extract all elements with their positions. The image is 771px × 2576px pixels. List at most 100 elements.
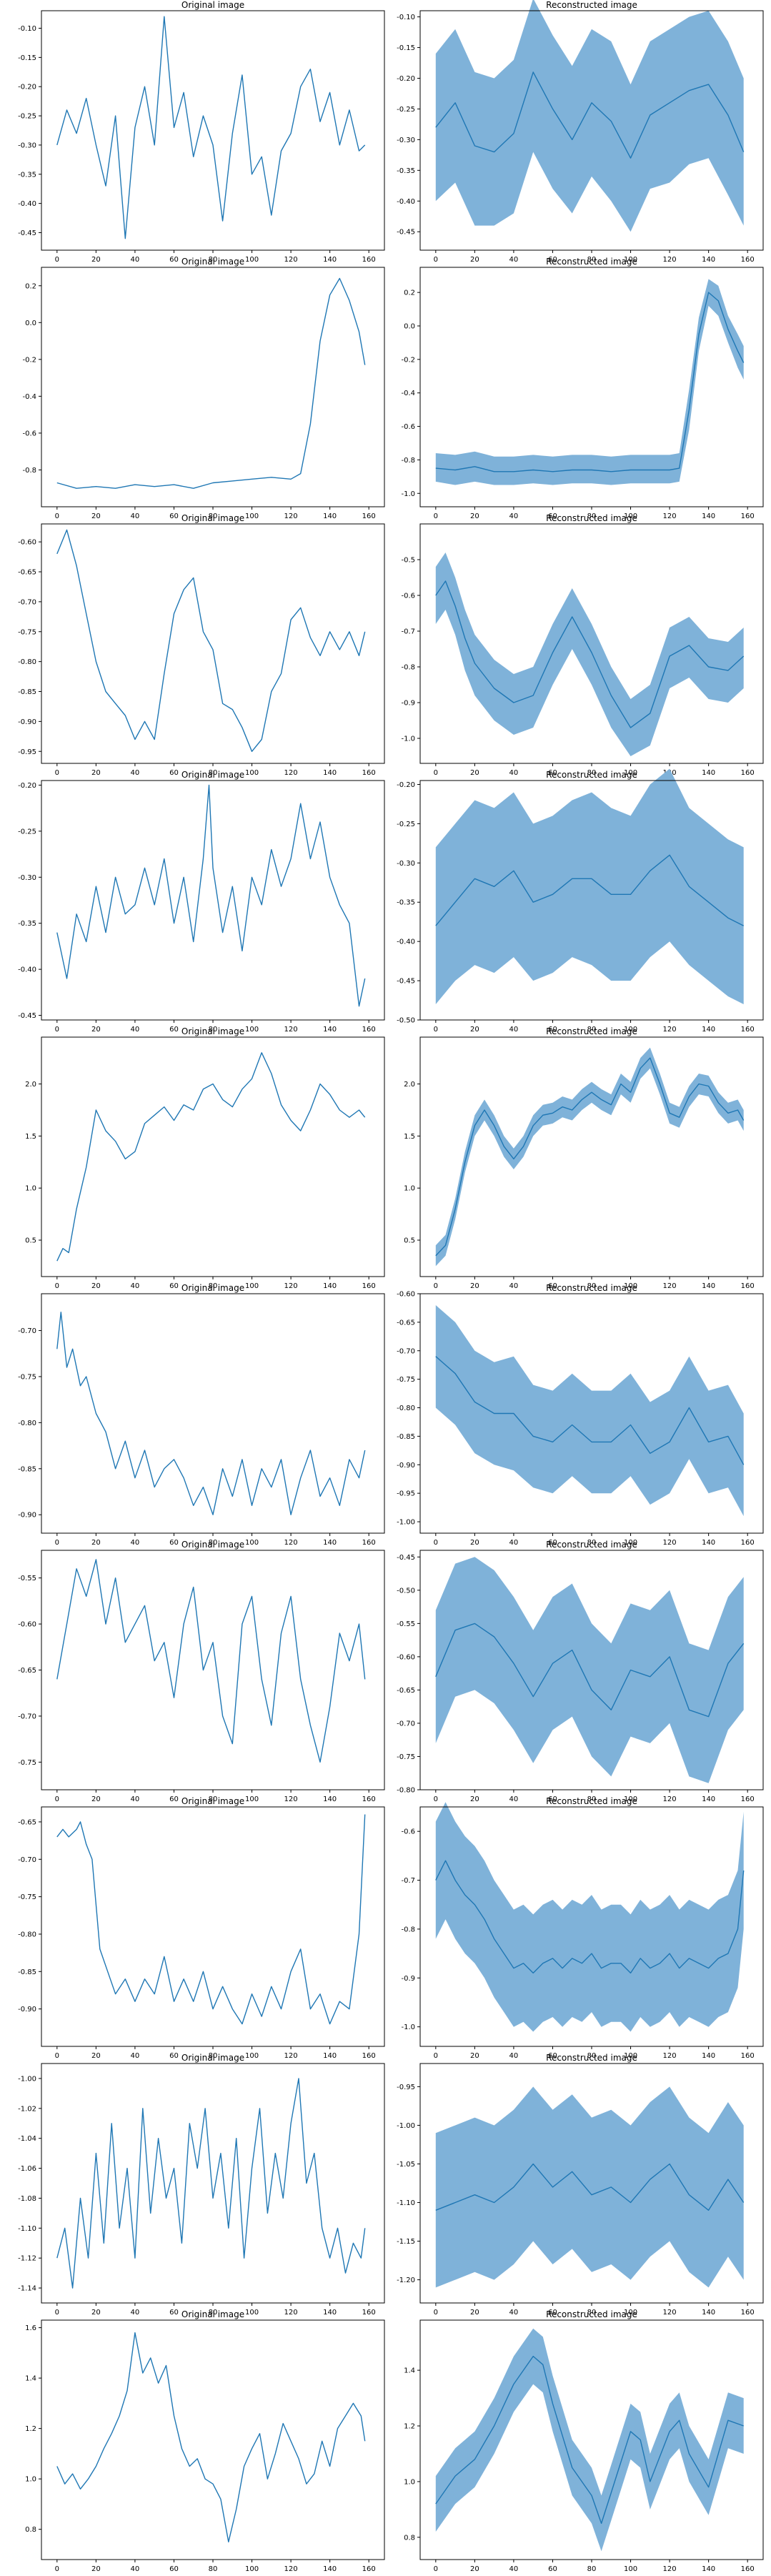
chart-panel-4-original: 0 20 40 60 80 100 120 140 160 -0.45 -0.40 -0.35 -0.3… [18,770,385,1034]
chart-title: Original image [181,2309,244,2319]
y-tick-label: -0.65 [18,569,36,577]
y-tick-label: -0.85 [18,688,36,696]
x-tick-label: 140 [323,1539,337,1547]
x-tick-label: 160 [362,256,376,264]
x-tick-label: 140 [702,2052,715,2060]
x-tick-label: 160 [741,1795,755,1803]
x-tick-label: 100 [624,2565,637,2573]
x-tick-label: 0 [55,1026,59,1034]
y-tick-label: -0.30 [397,860,415,868]
y-tick-label: -0.80 [18,1420,36,1427]
series-line [56,2078,366,2289]
x-tick-label: 0 [434,769,438,777]
x-tick-label: 100 [624,1026,637,1034]
x-tick-label: 140 [702,2309,715,2317]
x-tick-label: 80 [209,1795,218,1803]
y-tick-label: -0.70 [18,598,36,606]
y-tick-label: 1.0 [404,2478,415,2486]
y-tick-label: -0.50 [397,1587,415,1595]
x-tick-label: 20 [470,1539,479,1547]
y-tick-label: -0.10 [397,14,415,21]
x-tick-label: 60 [169,2309,179,2317]
y-tick-label: -0.25 [18,113,36,121]
x-tick-label: 80 [209,769,218,777]
series-line [56,1814,366,2025]
y-tick-label: 1.0 [404,1185,415,1193]
x-tick-label: 20 [91,769,101,777]
y-tick-label: -1.10 [18,2225,36,2233]
y-tick-label: -0.70 [18,1713,36,1720]
x-tick-label: 80 [587,512,597,520]
y-tick-label: -0.45 [18,229,36,237]
y-tick-label: -0.65 [397,1319,415,1327]
confidence-band [435,2086,744,2288]
x-tick-label: 120 [284,512,298,520]
x-tick-label: 80 [209,2052,218,2060]
y-tick-label: -1.00 [397,1519,415,1527]
x-tick-label: 40 [131,1026,140,1034]
y-tick-label: -0.80 [18,658,36,666]
x-tick-label: 0 [434,256,438,264]
confidence-band [435,0,744,232]
x-tick-label: 120 [284,2565,298,2573]
x-tick-label: 80 [587,2052,597,2060]
x-tick-label: 120 [663,256,677,264]
series-line [435,71,745,159]
confidence-band [435,2328,744,2552]
series-line [435,2163,745,2211]
y-tick-label: -1.14 [18,2285,36,2293]
y-tick-label: -1.0 [401,735,415,743]
x-tick-label: 0 [434,1282,438,1290]
chart-panel-2-original: 0 20 40 60 80 100 120 140 160 -0.8 -0.6 -0.4 -0.2 0.0… [22,257,385,520]
x-tick-label: 140 [323,256,337,264]
x-tick-label: 140 [323,769,337,777]
x-tick-label: 60 [548,2052,557,2060]
y-tick-label: 0.8 [404,2534,415,2542]
y-tick-label: -0.45 [397,229,415,237]
x-tick-label: 60 [169,2052,179,2060]
x-tick-label: 100 [245,1282,259,1290]
y-tick-label: -0.25 [397,106,415,114]
x-tick-label: 160 [362,1539,376,1547]
x-tick-label: 40 [131,2309,140,2317]
x-tick-label: 140 [323,1026,337,1034]
confidence-band [435,553,744,756]
y-tick-label: -1.15 [397,2238,415,2246]
y-tick-label: -0.65 [18,1818,36,1826]
x-tick-label: 40 [509,2309,519,2317]
y-tick-label: 2.0 [404,1081,415,1089]
x-tick-label: 160 [362,2052,376,2060]
y-tick-label: -0.85 [18,1465,36,1473]
x-tick-label: 20 [470,512,479,520]
chart-title: Original image [181,513,244,523]
series-line [435,1623,745,1718]
y-tick-label: 1.5 [404,1133,415,1141]
chart-panel-3-reconstructed: 0 20 40 60 80 100 120 140 160 -1.0 -0.9 -0.8 -0.7 -0.… [401,513,764,777]
y-tick-label: 1.4 [25,2375,36,2383]
y-tick-label: -0.90 [18,718,36,726]
y-tick-label: 1.0 [25,2476,36,2484]
x-tick-label: 100 [245,256,259,264]
y-tick-label: -1.20 [397,2277,415,2284]
confidence-band [435,768,744,1004]
series-line [435,292,745,472]
y-tick-label: -0.35 [397,167,415,175]
y-tick-label: 0.5 [25,1237,36,1245]
y-tick-label: -0.95 [397,2084,415,2091]
x-tick-label: 40 [509,256,519,264]
x-tick-label: 100 [624,256,637,264]
y-tick-label: -0.65 [397,1687,415,1695]
x-tick-label: 40 [131,512,140,520]
chart-title: Original image [181,1026,244,1036]
x-tick-label: 40 [509,769,519,777]
confidence-band [435,279,744,485]
x-tick-label: 120 [284,2052,298,2060]
y-tick-label: -0.45 [397,978,415,986]
x-tick-label: 0 [434,2052,438,2060]
x-tick-label: 160 [362,2309,376,2317]
y-tick-label: -0.6 [401,593,415,600]
y-tick-label: -0.9 [401,1975,415,1983]
x-tick-label: 40 [509,1026,519,1034]
x-tick-label: 20 [91,1539,101,1547]
y-tick-label: -0.50 [397,1017,415,1025]
